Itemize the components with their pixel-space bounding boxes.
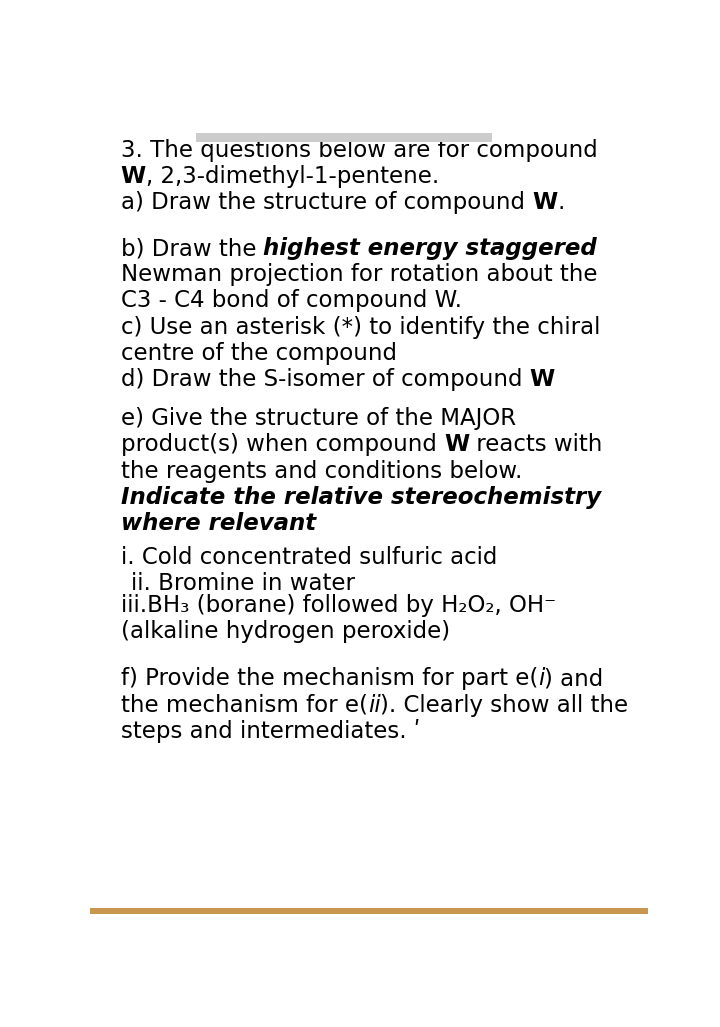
- Text: 3. The questions below are for compound: 3. The questions below are for compound: [121, 140, 598, 162]
- Text: W: W: [444, 433, 469, 456]
- Text: Indicate the relative stereochemistry: Indicate the relative stereochemistry: [121, 486, 600, 508]
- Text: product(s) when compound: product(s) when compound: [121, 433, 444, 456]
- Text: reacts with: reacts with: [469, 433, 603, 456]
- Text: a) Draw the structure of compound: a) Draw the structure of compound: [121, 191, 532, 215]
- Bar: [196, 132, 492, 142]
- Text: c) Use an asterisk (*) to identify the chiral: c) Use an asterisk (*) to identify the c…: [121, 315, 600, 339]
- Text: iii.BH₃ (borane) followed by H₂O₂, OH⁻: iii.BH₃ (borane) followed by H₂O₂, OH⁻: [121, 594, 556, 617]
- Text: Newman projection for rotation about the: Newman projection for rotation about the: [121, 263, 597, 287]
- Text: i: i: [538, 668, 544, 690]
- Text: ). Clearly show all the: ). Clearly show all the: [380, 693, 629, 717]
- Text: W: W: [532, 191, 557, 215]
- Text: the mechanism for e(: the mechanism for e(: [121, 693, 368, 717]
- Text: W: W: [121, 165, 146, 188]
- Text: i. Cold concentrated sulfuric acid: i. Cold concentrated sulfuric acid: [121, 545, 497, 569]
- Text: d) Draw the S-isomer of compound: d) Draw the S-isomer of compound: [121, 368, 529, 391]
- Text: centre of the compound: centre of the compound: [121, 342, 397, 365]
- Text: the reagents and conditions below.: the reagents and conditions below.: [121, 459, 522, 483]
- Text: C3 - C4 bond of compound W.: C3 - C4 bond of compound W.: [121, 290, 462, 312]
- Text: , 2,3-dimethyl-1-pentene.: , 2,3-dimethyl-1-pentene.: [146, 165, 439, 188]
- Text: .: .: [557, 191, 564, 215]
- Text: f) Provide the mechanism for part e(: f) Provide the mechanism for part e(: [121, 668, 538, 690]
- Bar: [90, 909, 648, 914]
- Text: ii: ii: [368, 693, 380, 717]
- Text: e) Give the structure of the MAJOR: e) Give the structure of the MAJOR: [121, 408, 516, 430]
- Text: steps and intermediates. ʹ: steps and intermediates. ʹ: [121, 719, 420, 743]
- Text: b) Draw the: b) Draw the: [121, 237, 264, 260]
- Text: ) and: ) and: [544, 668, 603, 690]
- Text: W: W: [529, 368, 554, 391]
- Text: (alkaline hydrogen peroxide): (alkaline hydrogen peroxide): [121, 620, 450, 643]
- Text: ii. Bromine in water: ii. Bromine in water: [131, 572, 355, 595]
- Text: where relevant: where relevant: [121, 511, 316, 535]
- Text: highest energy staggered: highest energy staggered: [264, 237, 597, 260]
